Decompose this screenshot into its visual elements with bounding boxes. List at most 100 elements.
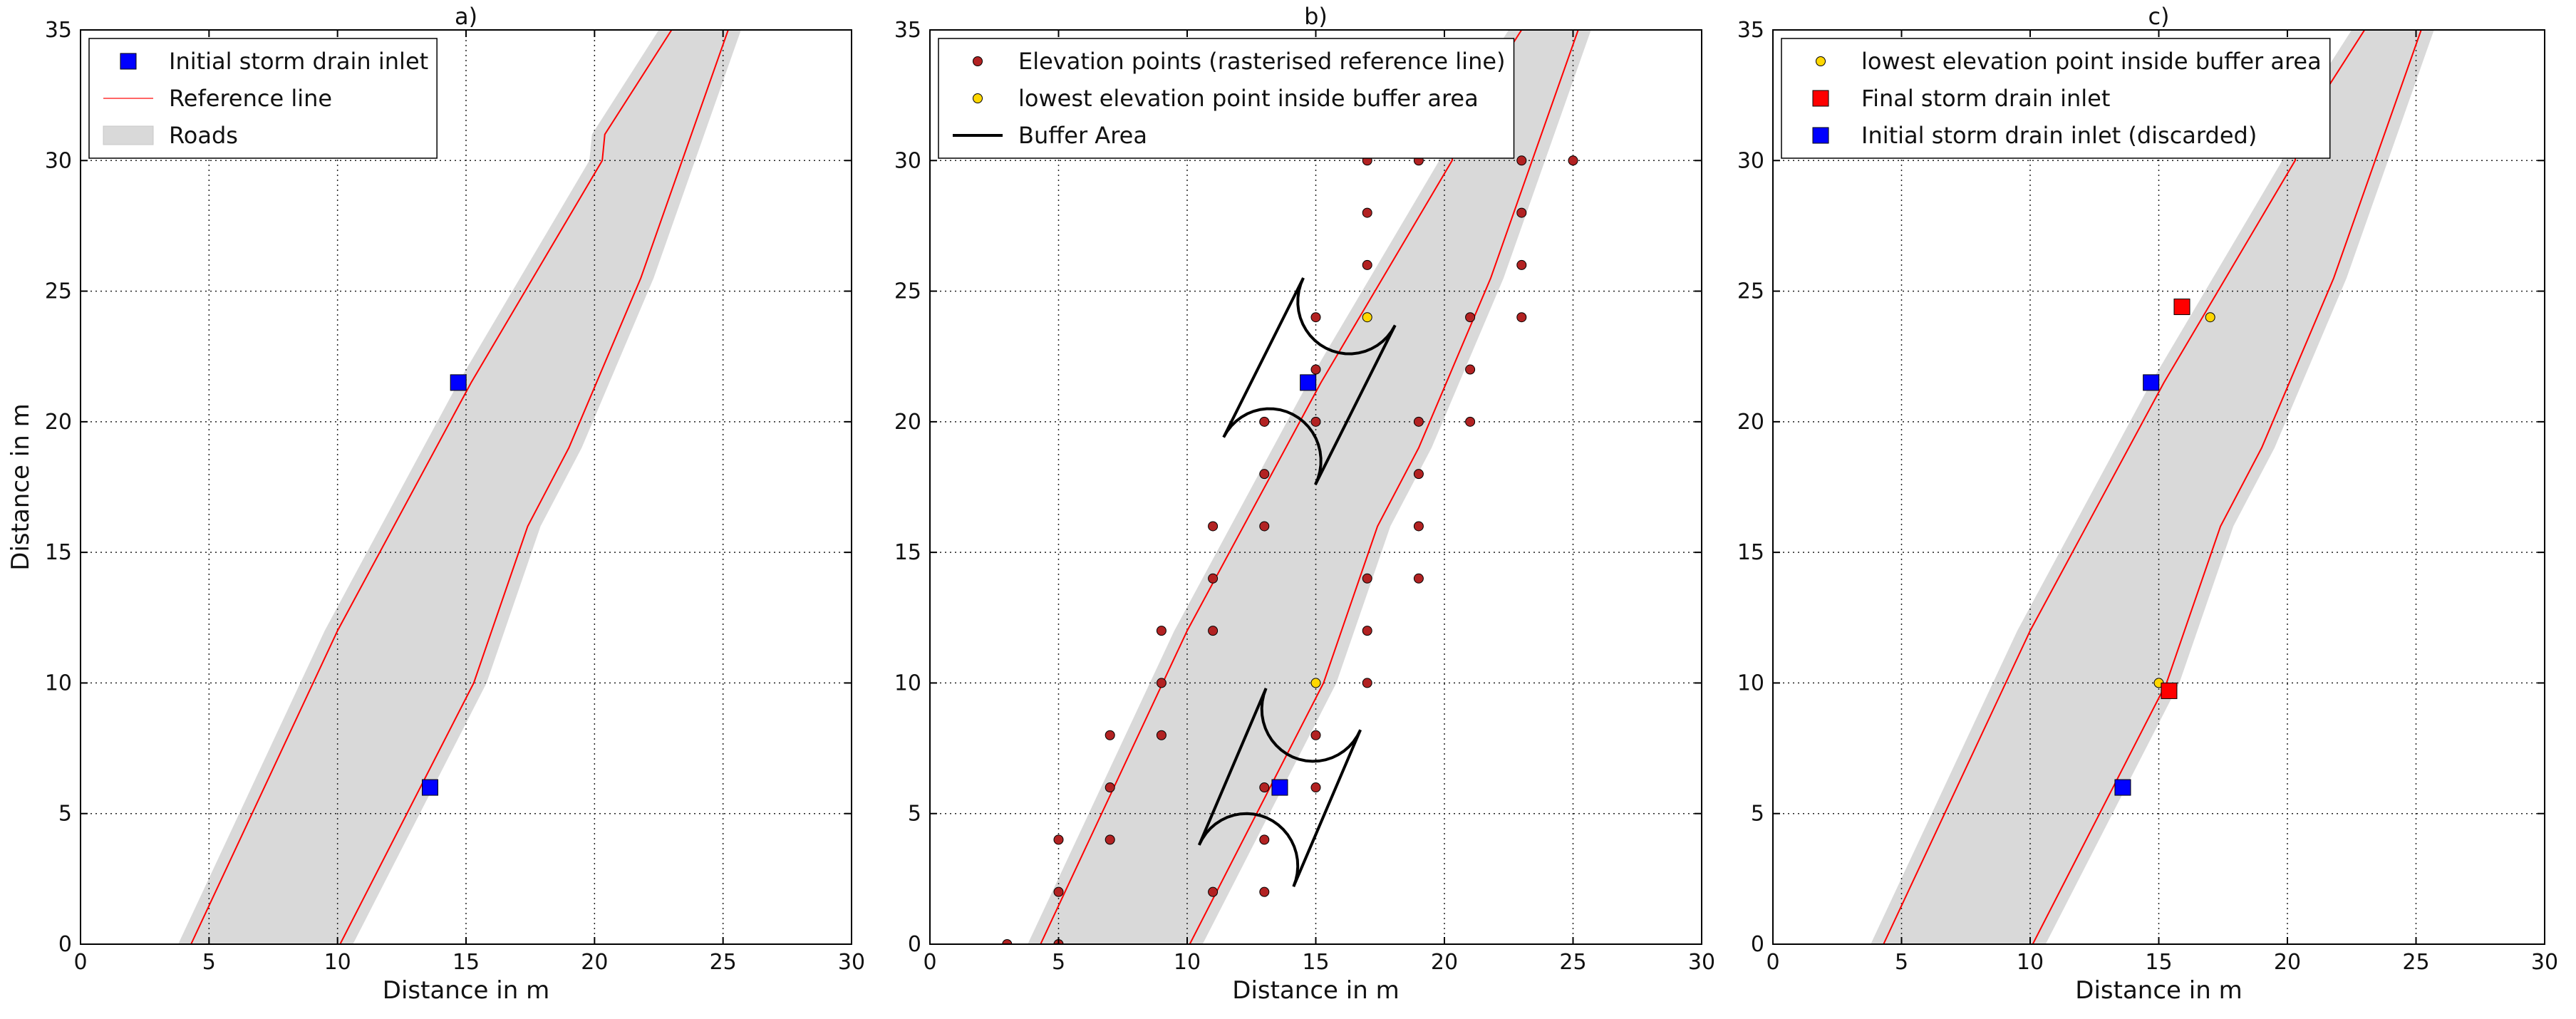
y-tick-label: 15 (45, 540, 72, 565)
elevation-points-rasterised-reference-line-point (1465, 312, 1476, 323)
final-storm-drain-inlet-marker (2161, 682, 2178, 699)
y-tick-label: 10 (1737, 671, 1764, 695)
y-tick-label: 25 (1737, 279, 1764, 304)
panel-b: 0 5 10 15 20 25 30 0 5 10 15 20 25 30 35 b) Distance in … (894, 3, 1715, 1005)
x-tick-label: 15 (2145, 950, 2172, 975)
elevation-points-rasterised-reference-line-point (1105, 782, 1115, 793)
elevation-points-rasterised-reference-line-point (1362, 626, 1372, 636)
panel-c: 0 5 10 15 20 25 30 0 5 10 15 20 25 30 35 c) Distance in … (1737, 3, 2558, 1005)
legend-marker (973, 93, 983, 103)
panel-title: a) (455, 3, 477, 30)
x-tick-label: 30 (1688, 950, 1715, 975)
legend: Initial storm drain inlet Reference line R… (88, 38, 438, 159)
y-tick-label: 20 (1737, 410, 1764, 435)
y-tick-label: 20 (894, 410, 921, 435)
lowest-elevation-point-inside-buffer-area-point (2205, 312, 2215, 323)
elevation-points-rasterised-reference-line-point (1208, 886, 1219, 897)
legend-marker (1812, 127, 1829, 144)
panel-title: b) (1304, 3, 1328, 30)
y-tick-label: 15 (894, 540, 921, 565)
legend-label: Reference line (169, 85, 332, 112)
initial-storm-drain-inlet-discarded-marker (2143, 374, 2160, 391)
legend-marker (120, 53, 137, 70)
elevation-points-rasterised-reference-line-point (1516, 155, 1527, 166)
legend-label: Elevation points (rasterised reference l… (1018, 48, 1506, 75)
y-tick-label: 30 (1737, 148, 1764, 173)
y-tick-label: 5 (1751, 802, 1764, 827)
y-tick-label: 15 (1737, 540, 1764, 565)
elevation-points-rasterised-reference-line-point (1465, 364, 1476, 375)
elevation-points-rasterised-reference-line-point (1310, 364, 1321, 375)
y-tick-label: 5 (908, 802, 921, 827)
elevation-points-rasterised-reference-line-point (1105, 730, 1115, 740)
x-axis-label: Distance in m (383, 976, 549, 1005)
elevation-points-rasterised-reference-line-point (1516, 207, 1527, 218)
x-tick-label: 20 (581, 950, 608, 975)
elevation-points-rasterised-reference-line-point (1002, 939, 1013, 944)
x-tick-label: 5 (202, 950, 216, 975)
buffer-area-2 (1197, 688, 1362, 887)
x-tick-label: 0 (73, 950, 87, 975)
elevation-points-rasterised-reference-line-point (1156, 678, 1167, 688)
elevation-points-rasterised-reference-line-point (1156, 730, 1167, 740)
legend-marker (973, 56, 983, 66)
x-tick-label: 0 (1766, 950, 1779, 975)
y-tick-label: 5 (58, 802, 72, 827)
x-tick-label: 5 (1052, 950, 1065, 975)
x-tick-label: 20 (1431, 950, 1458, 975)
legend-label: Initial storm drain inlet (discarded) (1861, 122, 2257, 149)
road-area (1028, 30, 1591, 944)
elevation-points-rasterised-reference-line-point (1310, 782, 1321, 793)
elevation-points-rasterised-reference-line-point (1259, 469, 1270, 480)
elevation-points-rasterised-reference-line-point (1516, 312, 1527, 323)
elevation-points-rasterised-reference-line-point (1362, 259, 1372, 270)
legend-marker (1812, 90, 1829, 107)
panel-a: 0 5 10 15 20 25 30 0 5 10 15 20 25 30 35 a) Distance in … (6, 3, 865, 1005)
lowest-elevation-point-inside-buffer-area-point (1362, 312, 1372, 323)
x-tick-label: 25 (1559, 950, 1586, 975)
initial-storm-drain-inlet-marker (422, 779, 439, 796)
legend: Elevation points (rasterised reference l… (938, 38, 1515, 159)
lowest-elevation-point-inside-buffer-area-point (1310, 678, 1321, 688)
road-area (1871, 30, 2434, 944)
y-tick-label: 25 (45, 279, 72, 304)
legend-label: lowest elevation point inside buffer are… (1861, 48, 2322, 75)
elevation-points-rasterised-reference-line-point (1053, 886, 1064, 897)
y-tick-label: 10 (894, 671, 921, 695)
elevation-points-rasterised-reference-line-point (1259, 416, 1270, 427)
elevation-points-rasterised-reference-line-point (1362, 573, 1372, 584)
elevation-points-rasterised-reference-line-point (1362, 207, 1372, 218)
elevation-points-rasterised-reference-line-point (1413, 416, 1424, 427)
elevation-points-rasterised-reference-line-point (1310, 312, 1321, 323)
x-tick-label: 25 (710, 950, 737, 975)
y-tick-label: 25 (894, 279, 921, 304)
legend-marker (1816, 56, 1826, 66)
initial-storm-drain-inlet-marker (1300, 374, 1317, 391)
x-axis-label: Distance in m (2075, 976, 2242, 1005)
reference-line-left (190, 30, 673, 944)
road-area (178, 30, 741, 944)
legend-label: Buffer Area (1018, 122, 1147, 149)
legend-label: Initial storm drain inlet (169, 48, 428, 75)
x-tick-label: 20 (2274, 950, 2301, 975)
final-storm-drain-inlet-marker (2173, 299, 2190, 316)
plot-area (1773, 30, 2545, 944)
y-tick-label: 10 (45, 671, 72, 695)
legend-patch (103, 125, 154, 145)
initial-storm-drain-inlet-marker (1271, 779, 1288, 796)
y-tick-label: 0 (908, 932, 921, 957)
elevation-points-rasterised-reference-line-point (1156, 626, 1167, 636)
y-tick-label: 0 (58, 932, 72, 957)
panel-title: c) (2148, 3, 2169, 30)
legend-label: Roads (169, 122, 238, 149)
y-tick-label: 20 (45, 410, 72, 435)
reference-line-right (2032, 30, 2422, 944)
elevation-points-rasterised-reference-line-point (1516, 259, 1527, 270)
elevation-points-rasterised-reference-line-point (1259, 834, 1270, 845)
y-tick-label: 35 (45, 18, 72, 43)
elevation-points-rasterised-reference-line-point (1362, 678, 1372, 688)
x-tick-label: 10 (324, 950, 351, 975)
elevation-points-rasterised-reference-line-point (1310, 730, 1321, 740)
x-axis-label: Distance in m (1232, 976, 1399, 1005)
